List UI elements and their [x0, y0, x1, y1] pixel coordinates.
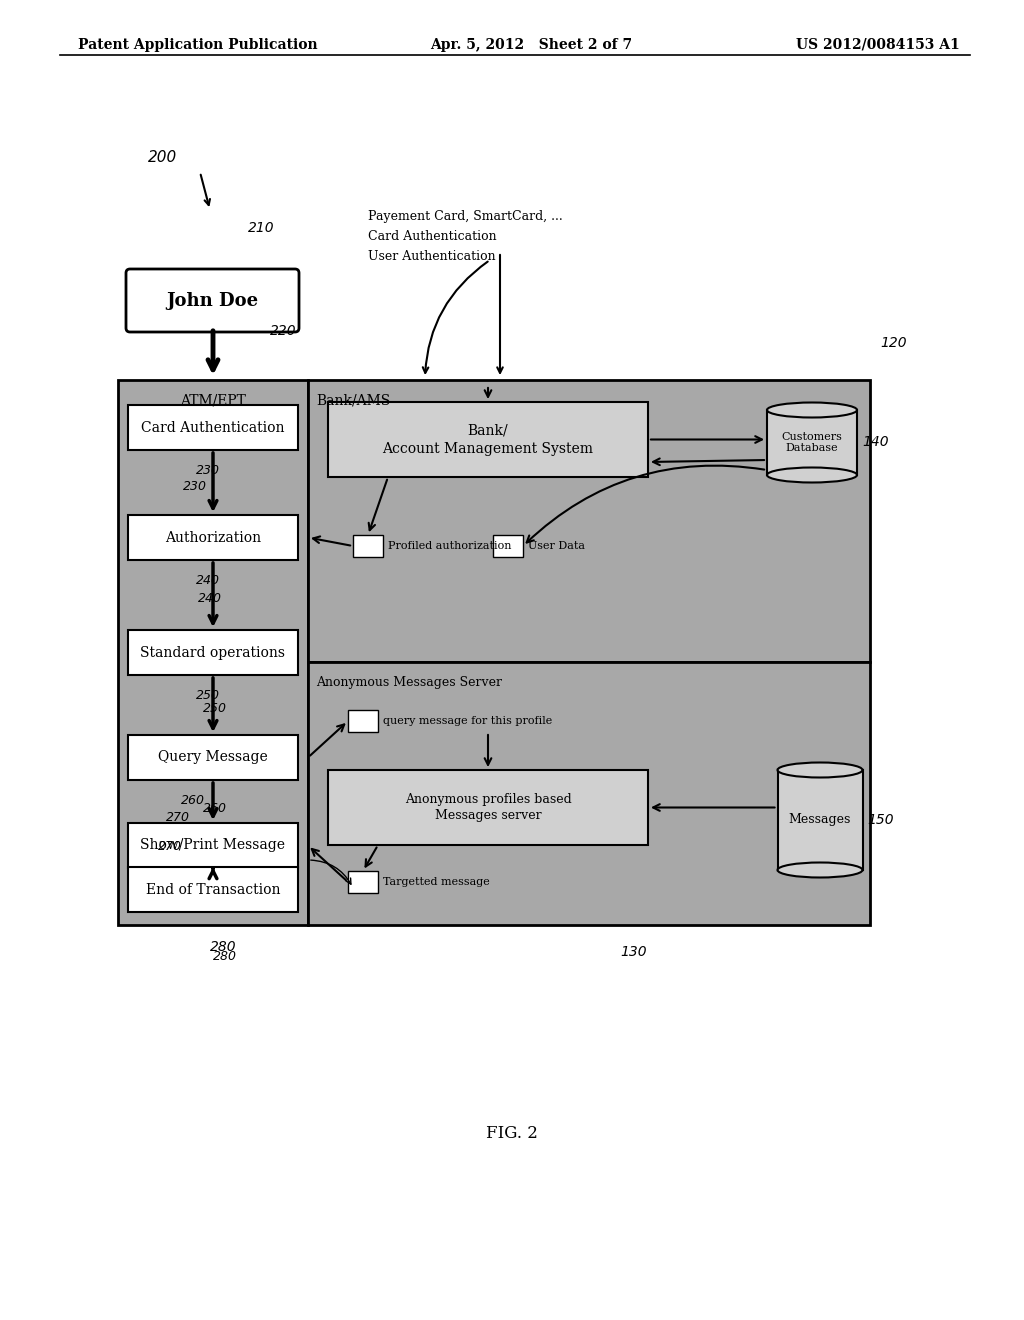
Text: 230: 230	[183, 480, 207, 492]
Text: Authorization: Authorization	[165, 531, 261, 544]
Text: 250: 250	[203, 702, 227, 715]
Ellipse shape	[777, 862, 862, 878]
Text: User Data: User Data	[528, 541, 585, 550]
Ellipse shape	[777, 763, 862, 777]
Bar	[493, 535, 523, 557]
Text: Payement Card, SmartCard, ...
Card Authentication
User Authentication: Payement Card, SmartCard, ... Card Authe…	[368, 210, 563, 263]
Bar	[308, 663, 870, 925]
Bar	[128, 735, 298, 780]
Text: Bank/AMS: Bank/AMS	[316, 393, 390, 408]
Bar	[128, 515, 298, 560]
Text: Standard operations: Standard operations	[140, 645, 286, 660]
Text: 260: 260	[203, 803, 227, 814]
Text: US 2012/0084153 A1: US 2012/0084153 A1	[797, 38, 961, 51]
Bar	[328, 770, 648, 845]
Text: 210: 210	[248, 220, 274, 235]
Text: 200: 200	[148, 150, 177, 165]
Bar	[128, 405, 298, 450]
Bar	[118, 380, 308, 925]
Text: 230: 230	[196, 465, 220, 477]
Text: 280: 280	[210, 940, 237, 954]
Text: Show/Print Message: Show/Print Message	[140, 838, 286, 853]
Text: 260: 260	[181, 795, 205, 807]
Text: John Doe: John Doe	[167, 292, 259, 309]
Text: Targetted message: Targetted message	[383, 876, 489, 887]
Text: Anonymous profiles based
Messages server: Anonymous profiles based Messages server	[404, 793, 571, 822]
Bar	[308, 380, 870, 663]
Text: 130: 130	[620, 945, 646, 960]
Text: 270: 270	[166, 810, 190, 824]
Text: Profiled authorization: Profiled authorization	[388, 541, 512, 550]
Bar	[348, 710, 378, 733]
Text: 120: 120	[880, 337, 906, 350]
Ellipse shape	[767, 403, 857, 417]
Text: Apr. 5, 2012   Sheet 2 of 7: Apr. 5, 2012 Sheet 2 of 7	[430, 38, 632, 51]
Text: 270: 270	[158, 840, 182, 853]
Text: Customers
Database: Customers Database	[781, 432, 843, 453]
Text: 150: 150	[867, 813, 894, 828]
Text: 250: 250	[196, 689, 220, 702]
Bar	[353, 535, 383, 557]
Ellipse shape	[767, 467, 857, 483]
Text: Patent Application Publication: Patent Application Publication	[78, 38, 317, 51]
Text: 220: 220	[270, 323, 297, 338]
Text: 240: 240	[198, 591, 222, 605]
Text: 140: 140	[862, 436, 889, 450]
Bar	[128, 630, 298, 675]
Text: ATM/EPT: ATM/EPT	[180, 393, 246, 408]
Bar	[328, 403, 648, 477]
Text: query message for this profile: query message for this profile	[383, 715, 552, 726]
Text: 240: 240	[196, 574, 220, 587]
Text: Anonymous Messages Server: Anonymous Messages Server	[316, 676, 502, 689]
Bar	[767, 411, 857, 475]
Text: Card Authentication: Card Authentication	[141, 421, 285, 434]
Text: FIG. 2: FIG. 2	[486, 1125, 538, 1142]
Text: 280: 280	[213, 950, 237, 964]
Text: Bank/
Account Management System: Bank/ Account Management System	[383, 424, 594, 455]
Text: End of Transaction: End of Transaction	[145, 883, 281, 896]
Bar	[128, 822, 298, 869]
FancyBboxPatch shape	[126, 269, 299, 333]
Bar	[777, 770, 862, 870]
Text: Messages: Messages	[788, 813, 851, 826]
Bar	[128, 867, 298, 912]
Bar	[348, 871, 378, 894]
Text: Query Message: Query Message	[158, 751, 268, 764]
